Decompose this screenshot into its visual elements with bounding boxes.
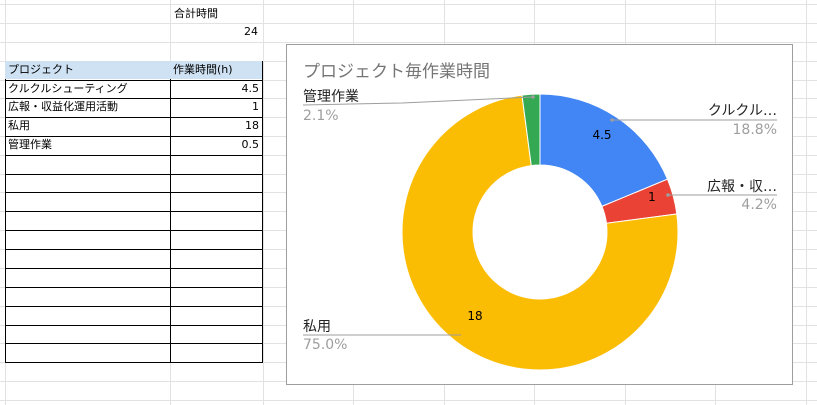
legend-label: 管理作業: [303, 89, 359, 105]
header-hours[interactable]: 作業時間(h): [170, 61, 262, 79]
legend-label: クルクル…: [708, 103, 777, 119]
legend-label: 私用: [303, 319, 331, 335]
legend-percent: 4.2%: [741, 197, 777, 213]
table-row-hours[interactable]: 4.5: [241, 82, 260, 95]
pie-slice[interactable]: [401, 94, 679, 371]
table-row-project[interactable]: 管理作業: [8, 138, 52, 151]
data-label: 18: [467, 309, 482, 323]
table-row-hours[interactable]: 18: [245, 119, 259, 132]
total-value[interactable]: 24: [244, 25, 258, 38]
header-project[interactable]: プロジェクト: [5, 61, 170, 79]
chart-title: プロジェクト毎作業時間: [303, 62, 490, 82]
leader-dot: [610, 118, 614, 122]
leader-line: [302, 96, 534, 106]
pie-chart[interactable]: プロジェクト毎作業時間 4.5 1 18 クルクル… 18.8% 広報・収… 4.2% 私用 7…: [286, 44, 793, 385]
table-row-hours[interactable]: 0.5: [241, 138, 260, 151]
table-row-project[interactable]: クルクルシューティング: [8, 82, 128, 95]
table-row-project[interactable]: 私用: [8, 119, 30, 132]
table-row-project[interactable]: 広報・収益化運用活動: [8, 100, 118, 113]
pie-slice[interactable]: [521, 93, 541, 167]
legend-percent: 2.1%: [303, 108, 339, 124]
total-label[interactable]: 合計時間: [174, 7, 218, 20]
legend-label: 広報・収…: [707, 179, 777, 195]
legend-percent: 75.0%: [303, 337, 347, 353]
data-label: 4.5: [592, 128, 611, 142]
data-label: 1: [648, 190, 656, 204]
table-row-hours[interactable]: 1: [252, 100, 259, 113]
leader-dot: [531, 95, 535, 99]
leader-dot: [666, 193, 670, 197]
pie-slice[interactable]: [539, 93, 669, 208]
chart-canvas: 4.5 1 18 クルクル… 18.8% 広報・収… 4.2% 私用 75.0% 管理作業 2.1%: [302, 89, 777, 371]
legend-percent: 18.8%: [733, 122, 777, 138]
